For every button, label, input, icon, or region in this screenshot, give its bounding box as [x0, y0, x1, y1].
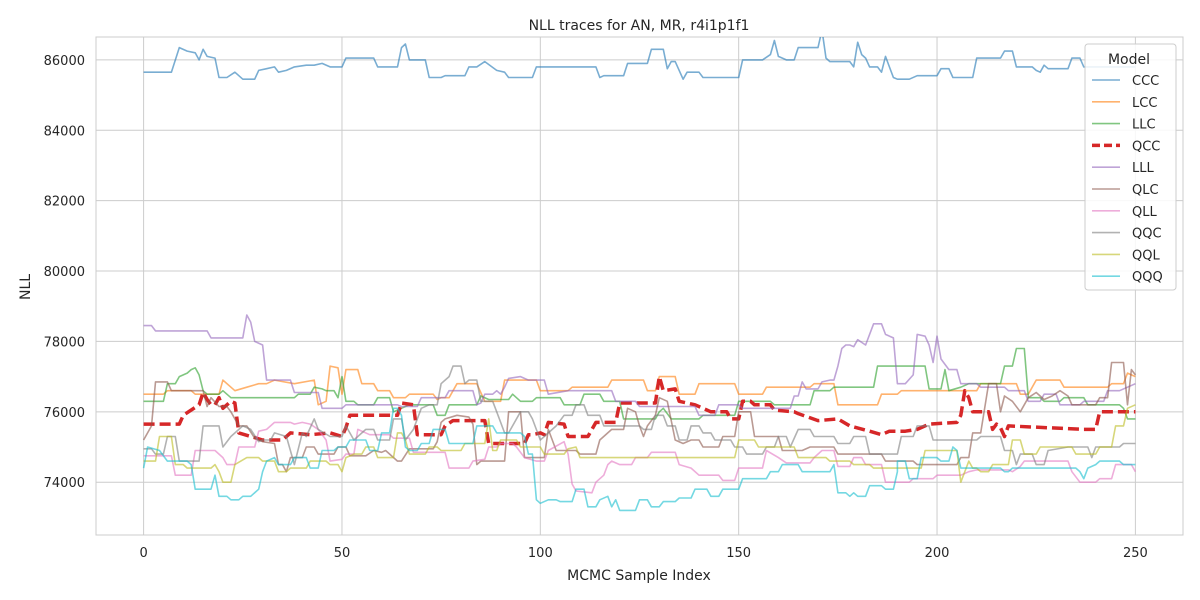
- x-tick-label: 100: [528, 546, 553, 561]
- legend-label-lcc: LCC: [1132, 96, 1157, 111]
- y-tick-label: 74000: [44, 476, 85, 491]
- legend: Model CCC LCC LLC QCC LLL QLC QLL QQC QQL QQQ: [1084, 43, 1177, 291]
- legend-items: CCC LCC LLC QCC LLL QLC QLL QQC QQL QQQ: [1092, 74, 1163, 285]
- legend-frame: [1084, 43, 1177, 291]
- series-line-qqc: [143, 365, 1136, 466]
- y-axis-label: NLL: [18, 274, 34, 300]
- y-tick-label: 84000: [44, 124, 85, 139]
- legend-label-qqq: QQQ: [1132, 270, 1163, 285]
- x-tick-label: 200: [925, 546, 950, 561]
- x-tick-label: 250: [1123, 546, 1148, 561]
- legend-label-lll: LLL: [1132, 161, 1154, 176]
- series-line-lll: [143, 314, 1136, 417]
- series-line-ccc: [143, 37, 1136, 80]
- x-tick-label: 0: [139, 546, 147, 561]
- y-tick-label: 78000: [44, 335, 85, 350]
- y-tick-label: 76000: [44, 406, 85, 421]
- series-line-llc: [143, 347, 1136, 420]
- series-line-lcc: [143, 365, 1136, 406]
- y-tick-label: 80000: [44, 265, 85, 280]
- plot-frame: [95, 36, 1184, 536]
- legend-label-qll: QLL: [1132, 205, 1157, 220]
- legend-label-qcc: QCC: [1132, 139, 1160, 154]
- x-axis-label: MCMC Sample Index: [567, 568, 711, 584]
- y-tick-label: 82000: [44, 195, 85, 210]
- series-line-qll: [143, 421, 1137, 494]
- legend-label-llc: LLC: [1132, 118, 1156, 133]
- x-tick-label: 50: [334, 546, 351, 561]
- x-tick-label: 150: [726, 546, 751, 561]
- legend-label-qqc: QQC: [1132, 227, 1162, 242]
- tick-labels: 0 50 100 150 200 250 74000 76000 78000 80000 82000…: [44, 54, 1148, 561]
- legend-label-ccc: CCC: [1132, 74, 1159, 89]
- legend-title: Model: [1108, 52, 1150, 68]
- chart-title: NLL traces for AN, MR, r4i1p1f1: [529, 18, 750, 34]
- y-tick-label: 86000: [44, 54, 85, 69]
- series-layer: [142, 37, 1137, 512]
- legend-label-qql: QQL: [1132, 248, 1160, 263]
- series-line-qcc: [143, 374, 1136, 446]
- series-line-qqq: [142, 407, 1136, 512]
- legend-label-qlc: QLC: [1132, 183, 1159, 198]
